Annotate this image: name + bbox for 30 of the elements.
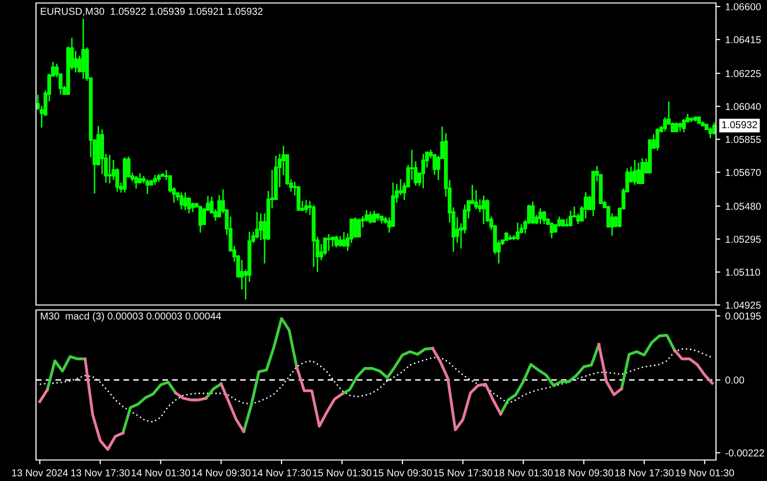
y-tick-label: 1.06415 (726, 36, 761, 44)
x-tick-label: 15 Nov 17:30 (434, 469, 492, 476)
candlestick (508, 234, 512, 241)
x-tick-label: 13 Nov 17:30 (71, 469, 130, 476)
chart-title: EURUSD,M30 1.05922 1.05939 1.05921 1.05932 (40, 8, 263, 16)
x-tick-label: 15 Nov 01:30 (313, 469, 372, 476)
x-tick-label: 15 Nov 09:30 (373, 469, 432, 476)
y-tick-label: 0.00 (725, 376, 744, 384)
y-tick-label: 1.05670 (726, 168, 761, 176)
y-tick-label: 1.06040 (726, 102, 761, 110)
y-tick-label: 1.05480 (726, 202, 761, 210)
y-tick-label: -0.00222 (725, 449, 764, 456)
y-tick-label: 1.05295 (726, 236, 761, 243)
chart-title: M30 macd (3) 0.00003 0.00003 0.00044 (40, 312, 222, 322)
y-tick-label: 1.05855 (726, 136, 761, 144)
x-tick-label: 14 Nov 09:30 (192, 469, 250, 476)
line-series (39, 348, 713, 423)
x-tick-label: 18 Nov 17:30 (615, 469, 674, 476)
y-tick-label: 0.00195 (725, 312, 761, 320)
x-tick-label: 14 Nov 01:30 (132, 469, 190, 476)
x-tick-label: 19 Nov 01:30 (676, 469, 734, 476)
x-tick-label: 14 Nov 17:30 (252, 469, 311, 476)
y-tick-label: 1.04925 (726, 302, 761, 309)
y-tick-label: 1.06600 (726, 3, 761, 10)
y-tick-label: 1.05110 (726, 268, 760, 276)
x-tick-label: 18 Nov 09:30 (554, 469, 614, 476)
text: 1.05932 (722, 121, 758, 128)
x-tick-label: 18 Nov 01:30 (494, 469, 553, 476)
x-tick-label: 13 Nov 2024 (12, 469, 68, 476)
y-tick-label: 1.06225 (726, 70, 761, 78)
